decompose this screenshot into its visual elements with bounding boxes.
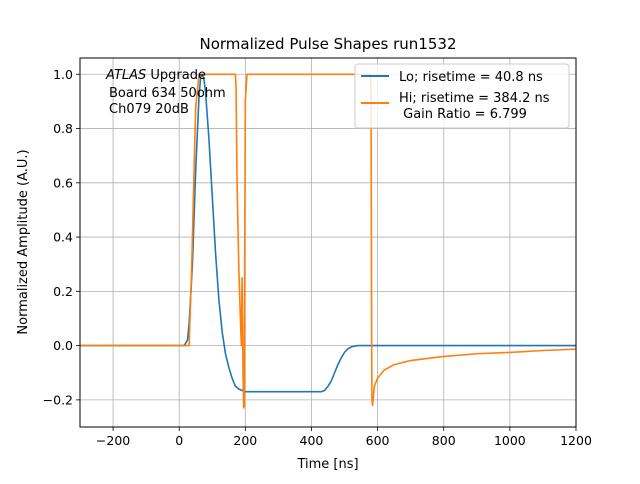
annotation-line-3: Ch079 20dB (109, 102, 189, 117)
annotation-line-2: Board 634 50ohm (109, 86, 226, 101)
annotation-line-1: ATLAS Upgrade (105, 68, 206, 83)
x-axis-label: Time [ns] (296, 457, 358, 472)
x-tick-label: 1200 (560, 433, 592, 448)
atlas-annotation: ATLAS Upgrade Board 634 50ohm Ch079 20dB (105, 68, 226, 117)
y-tick-label: 0.0 (53, 338, 73, 353)
x-tick-label: 400 (300, 433, 324, 448)
legend-label-lo: Lo; risetime = 40.8 ns (399, 70, 543, 85)
y-tick-label: 0.4 (53, 230, 73, 245)
x-tick-label: 200 (233, 433, 257, 448)
legend-label-hi: Hi; risetime = 384.2 ns Gain Ratio = 6.7… (399, 91, 550, 122)
annotation-atlas: ATLAS (105, 68, 146, 83)
legend-label-hi-line: Gain Ratio = 6.799 (399, 107, 527, 122)
y-axis-label: Normalized Amplitude (A.U.) (16, 149, 31, 334)
legend-label-hi-line: Hi; risetime = 384.2 ns (399, 91, 550, 106)
y-tick-label: −0.2 (43, 392, 73, 407)
legend: Lo; risetime = 40.8 ns Hi; risetime = 38… (354, 63, 570, 129)
x-tick-label: 800 (432, 433, 456, 448)
axis-ticks: −200 0 200 400 600 800 1000 1200 −0.2 0.0 0.2 0.4 0.… (43, 67, 592, 448)
chart-title: Normalized Pulse Shapes run1532 (199, 35, 456, 53)
y-tick-label: 1.0 (53, 67, 73, 82)
plot-frame (79, 57, 577, 428)
y-tick-label: 0.8 (53, 121, 73, 136)
x-tick-label: 600 (366, 433, 390, 448)
y-tick-label: 0.6 (53, 175, 73, 190)
x-tick-label: −200 (96, 433, 130, 448)
annotation-upgrade: Upgrade (146, 68, 206, 83)
x-tick-label: 1000 (494, 433, 526, 448)
legend-box (354, 63, 570, 129)
y-tick-label: 0.2 (53, 284, 73, 299)
series-line-hi (80, 73, 576, 409)
series-lines (80, 73, 576, 409)
x-tick-label: 0 (175, 433, 183, 448)
